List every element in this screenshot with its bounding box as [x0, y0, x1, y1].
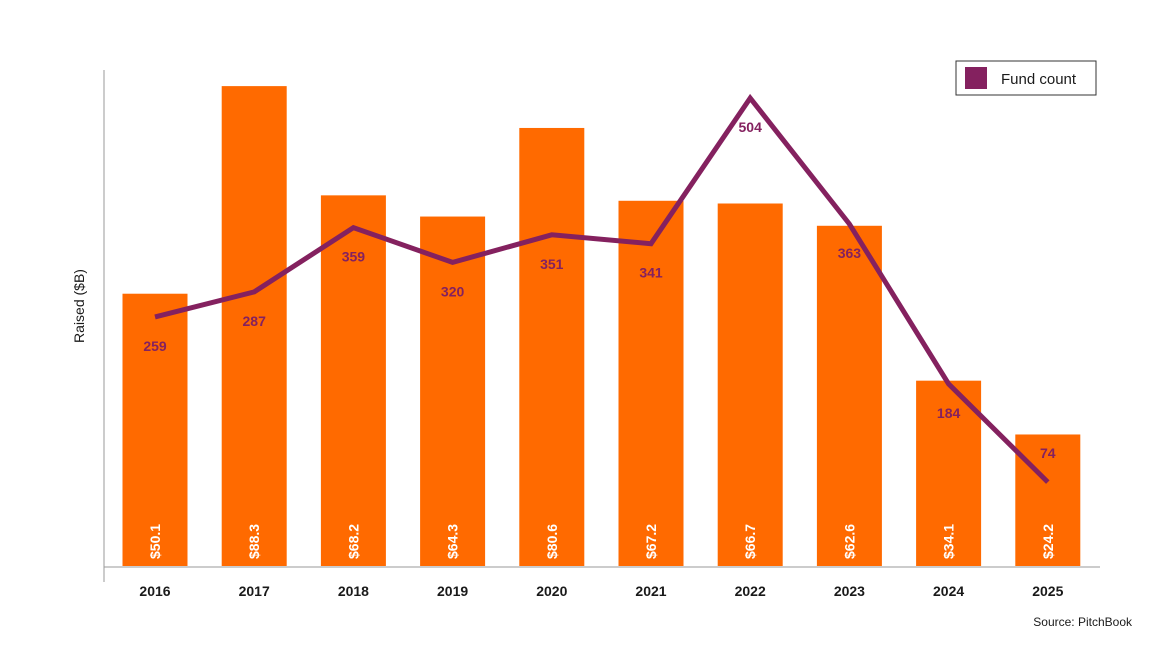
bar-value-labels: $50.1 $88.3 $68.2 $64.3 $80.6 $67.2 $66.7 $62.6…: [147, 524, 1056, 559]
x-tick-2024: 2024: [933, 583, 964, 599]
bar-label-2025: $24.2: [1040, 524, 1056, 559]
bar-2016: [122, 293, 188, 566]
legend: Fund count: [955, 60, 1097, 96]
bar-label-2017: $88.3: [246, 524, 262, 559]
x-tick-2018: 2018: [338, 583, 369, 599]
bar-label-2024: $34.1: [941, 524, 957, 559]
fund-count-series: [154, 93, 1050, 484]
bar-label-2019: $64.3: [445, 524, 461, 559]
fund-count-label-2018: 359: [342, 249, 366, 265]
x-tick-2021: 2021: [635, 583, 666, 599]
axes: [103, 70, 1100, 582]
fund-count-labels: 259 287 359 320 351 341 504 363 184 74: [143, 119, 1055, 461]
bar-2018: [320, 195, 386, 566]
bar-label-2022: $66.7: [742, 524, 758, 559]
legend-swatch: [965, 67, 987, 89]
fund-count-label-2022: 504: [739, 119, 763, 135]
x-tick-2017: 2017: [239, 583, 270, 599]
fund-count-label-2024: 184: [937, 405, 961, 421]
x-tick-2019: 2019: [437, 583, 468, 599]
legend-label: Fund count: [1001, 71, 1077, 88]
bar-series: [122, 86, 1081, 567]
y-axis-label: Raised ($B): [71, 269, 87, 343]
fund-count-label-2016: 259: [143, 338, 167, 354]
bar-label-2023: $62.6: [841, 524, 857, 559]
bar-2024: [916, 380, 982, 566]
fund-count-label-2023: 363: [838, 245, 862, 261]
bar-label-2018: $68.2: [345, 524, 361, 559]
bar-2023: [816, 225, 882, 567]
fund-count-label-2025: 74: [1040, 445, 1056, 461]
x-tick-2025: 2025: [1032, 583, 1063, 599]
source-note: Source: PitchBook: [1033, 615, 1132, 629]
x-tick-2020: 2020: [536, 583, 567, 599]
fund-count-label-2019: 320: [441, 283, 465, 299]
fund-count-line: [154, 93, 1050, 484]
bar-2017: [221, 86, 287, 566]
fund-count-label-2017: 287: [243, 313, 267, 329]
bar-2020: [519, 127, 585, 567]
fund-count-label-2020: 351: [540, 256, 564, 272]
bar-label-2021: $67.2: [643, 524, 659, 559]
x-tick-labels: 2016 2017 2018 2019 2020 2021 2022 2023 2024 2025: [139, 583, 1063, 599]
fund-count-label-2021: 341: [639, 265, 663, 281]
bar-2022: [717, 203, 783, 566]
bar-2019: [420, 216, 486, 567]
x-tick-2022: 2022: [735, 583, 766, 599]
bar-2021: [618, 200, 684, 567]
bar-label-2020: $80.6: [544, 524, 560, 559]
bar-2025: [1015, 434, 1081, 566]
x-tick-2023: 2023: [834, 583, 865, 599]
bar-label-2016: $50.1: [147, 524, 163, 559]
x-tick-2016: 2016: [139, 583, 170, 599]
